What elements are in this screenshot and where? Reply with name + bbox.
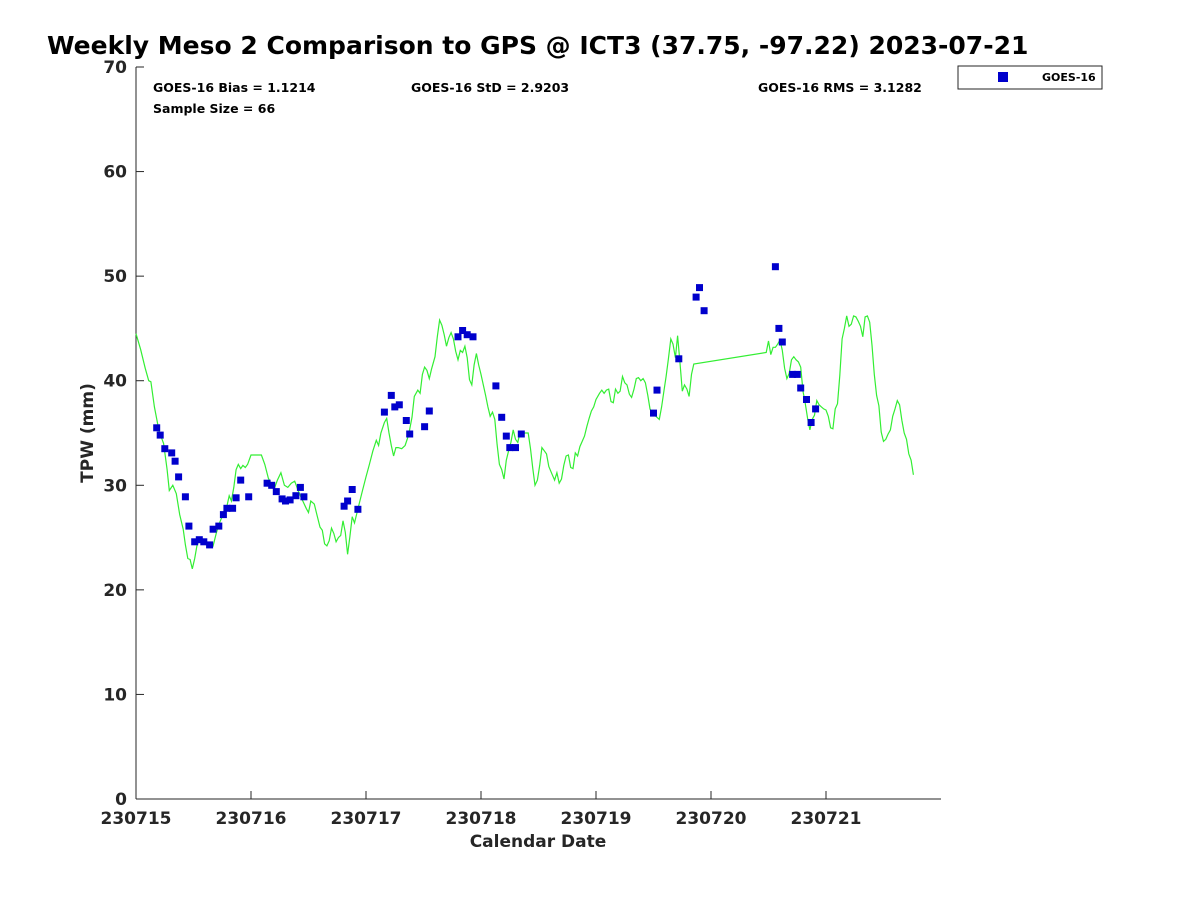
goes16-point (459, 327, 467, 334)
x-tick-label: 230718 (446, 809, 517, 829)
stat-std: GOES-16 StD = 2.9203 (411, 80, 569, 95)
goes16-point (696, 284, 703, 292)
goes16-point (653, 386, 661, 394)
goes16-point (191, 538, 199, 546)
goes16-point (502, 432, 510, 440)
goes16-point (807, 419, 815, 426)
goes16-point (469, 333, 477, 341)
x-tick-label: 230715 (101, 809, 172, 829)
goes16-point (517, 430, 525, 438)
legend-marker-goes16 (998, 72, 1008, 82)
goes16-point (492, 382, 500, 390)
axes-frame (136, 67, 941, 799)
goes16-point (300, 493, 308, 501)
goes16-point (263, 479, 271, 487)
y-axis-ticks: 0 10 20 30 40 50 60 70 (103, 58, 144, 810)
plot-area: 0 10 20 30 40 50 60 70 230715 230716 230717 230718… (101, 58, 941, 829)
goes16-point (286, 496, 294, 504)
goes16-point (778, 338, 786, 346)
goes16-point (812, 405, 820, 413)
goes16-point (406, 430, 414, 438)
goes16-point (175, 473, 183, 481)
goes16-point (775, 324, 783, 332)
stat-rms: GOES-16 RMS = 3.1282 (758, 80, 922, 95)
goes16-point (268, 481, 276, 489)
y-tick-label: 60 (103, 163, 127, 183)
goes16-point (354, 505, 362, 513)
goes16-point (421, 423, 429, 431)
goes16-point (793, 370, 801, 378)
goes16-point (209, 525, 217, 533)
x-tick-label: 230717 (331, 809, 402, 829)
y-tick-label: 30 (103, 476, 127, 496)
y-tick-label: 10 (103, 685, 127, 705)
goes16-point (387, 391, 395, 399)
x-tick-label: 230719 (561, 809, 632, 829)
stat-sample-size: Sample Size = 66 (153, 101, 275, 116)
goes16-point (498, 413, 506, 421)
goes16-point (237, 476, 245, 484)
goes16-point (229, 504, 237, 512)
goes16-point (463, 331, 471, 339)
y-tick-label: 50 (103, 267, 127, 287)
goes16-point (223, 504, 231, 512)
goes16-point (282, 497, 289, 505)
goes16-point (296, 483, 304, 491)
goes16-point (195, 536, 203, 544)
goes16-point (344, 497, 352, 505)
x-tick-label: 230716 (216, 809, 287, 829)
y-tick-label: 40 (103, 372, 127, 392)
goes16-point (232, 494, 240, 502)
goes16-point (789, 370, 797, 378)
goes16-point (292, 492, 300, 500)
x-tick-label: 230721 (791, 809, 862, 829)
scatter-series-goes16 (153, 263, 820, 549)
goes16-point (348, 486, 356, 493)
goes16-point (506, 444, 514, 452)
chart-title: Weekly Meso 2 Comparison to GPS @ ICT3 (… (47, 31, 1028, 60)
goes16-point (700, 307, 708, 315)
y-axis-label: TPW (mm) (78, 383, 98, 483)
goes16-point (771, 263, 779, 271)
goes16-point (181, 493, 189, 501)
goes16-point (168, 449, 176, 457)
stats-block: GOES-16 Bias = 1.1214 GOES-16 StD = 2.92… (153, 80, 922, 116)
goes16-point (161, 445, 169, 453)
legend-label-goes16: GOES-16 (1042, 71, 1096, 84)
y-tick-label: 20 (103, 581, 127, 601)
goes16-point (675, 355, 683, 363)
goes16-point (454, 333, 462, 341)
x-tick-label: 230720 (676, 809, 747, 829)
y-tick-label: 70 (103, 58, 127, 78)
goes16-point (219, 511, 227, 519)
goes16-point (185, 522, 193, 530)
goes16-point (272, 488, 280, 496)
y-tick-label: 0 (115, 790, 127, 810)
goes16-point (153, 424, 161, 432)
goes16-point (402, 417, 410, 424)
goes16-point (215, 522, 223, 530)
goes16-point (650, 409, 657, 417)
goes16-point (395, 401, 403, 409)
legend: GOES-16 (957, 65, 1103, 90)
goes16-point (171, 457, 179, 465)
goes16-point (803, 396, 810, 403)
goes16-point (797, 384, 805, 392)
goes16-point (156, 431, 164, 439)
goes16-point (692, 293, 700, 301)
goes16-point (245, 493, 253, 501)
goes16-point (340, 502, 348, 510)
legend-box (957, 65, 1103, 90)
x-axis-ticks: 230715 230716 230717 230718 230719 230720 2307… (101, 791, 862, 829)
stat-bias: GOES-16 Bias = 1.1214 (153, 80, 316, 95)
goes16-point (380, 408, 388, 416)
goes16-point (200, 538, 208, 546)
goes16-point (425, 407, 433, 415)
goes16-point (206, 541, 214, 549)
x-axis-label: Calendar Date (470, 832, 607, 852)
goes16-point (391, 403, 399, 411)
goes16-point (512, 444, 519, 452)
